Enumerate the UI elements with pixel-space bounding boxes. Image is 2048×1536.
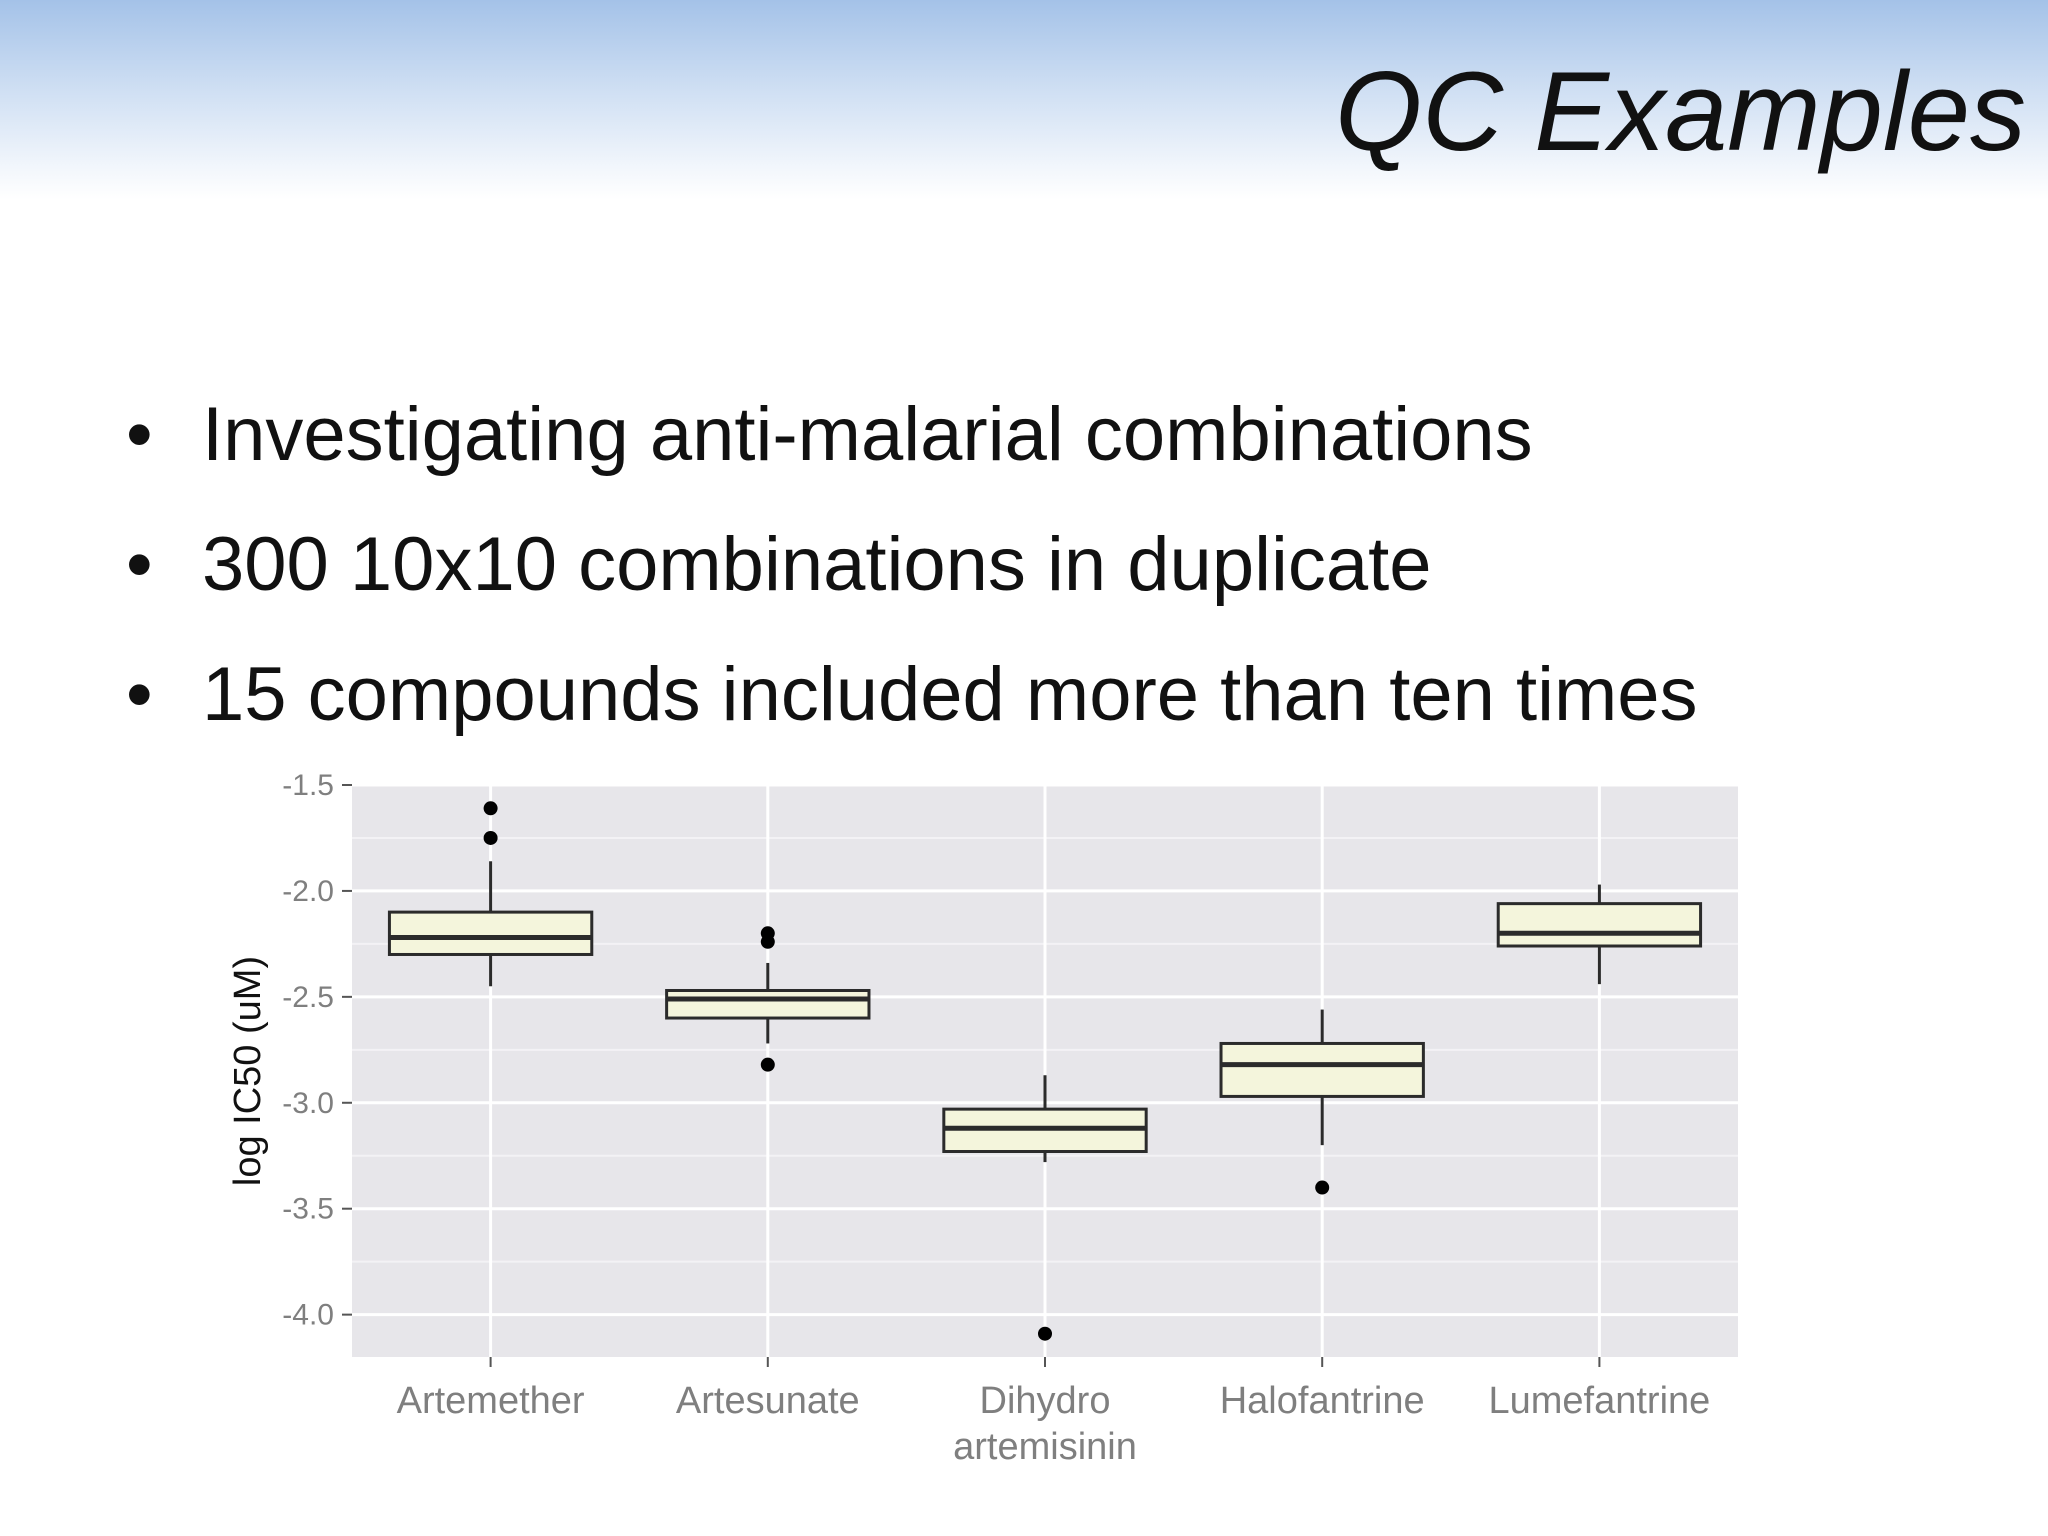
box-group	[942, 1075, 1148, 1341]
slide-title: QC Examples	[1335, 49, 2026, 174]
bullet-text: Investigating anti-malarial combinations	[202, 392, 1533, 477]
box-group	[1219, 1009, 1425, 1195]
x-tick-label: Halofantrine	[1220, 1380, 1425, 1422]
outlier-point	[1315, 1180, 1330, 1195]
y-tick-label: -3.0	[282, 1087, 334, 1120]
bullet-text: 300 10x10 combinations in duplicate	[202, 522, 1432, 607]
y-axis-label: log IC50 (uM)	[227, 956, 269, 1186]
y-tick-label: -2.5	[282, 981, 334, 1014]
x-tick-label: artemisinin	[953, 1426, 1137, 1468]
bullet-dot-icon: •	[126, 652, 153, 737]
y-tick-label: -2.0	[282, 875, 334, 908]
bullet-text: 15 compounds included more than ten time…	[202, 652, 1698, 737]
outlier-point	[760, 1057, 775, 1072]
y-tick-label: -1.5	[282, 769, 334, 802]
box-group	[1496, 884, 1703, 985]
outlier-point	[760, 934, 775, 949]
x-tick-label: Lumefantrine	[1488, 1380, 1710, 1422]
box-group	[387, 801, 594, 987]
bullet-dot-icon: •	[126, 522, 153, 607]
outlier-point	[483, 830, 498, 845]
boxplot-chart: -1.5 -2.0 -2.5 -3.0 -3.5 -4.0 log IC50 (uM) Art…	[227, 769, 1738, 1468]
x-tick-label: Dihydro	[980, 1380, 1111, 1422]
bullet-item: • Investigating anti-malarial combinatio…	[118, 370, 1698, 500]
y-tick-label: -3.5	[282, 1193, 334, 1226]
box	[665, 988, 871, 1020]
box	[387, 910, 594, 956]
box	[1496, 902, 1703, 948]
x-tick-label: Artemether	[397, 1380, 585, 1422]
title-band	[0, 0, 2048, 200]
box-group	[665, 926, 871, 1072]
bullet-item: • 15 compounds included more than ten ti…	[118, 630, 1698, 760]
x-tick-label: Artesunate	[676, 1380, 860, 1422]
bullet-list: • Investigating anti-malarial combinatio…	[118, 370, 1698, 760]
outlier-point	[483, 801, 498, 816]
box	[1219, 1041, 1425, 1098]
bullet-item: • 300 10x10 combinations in duplicate	[118, 500, 1698, 630]
y-tick-label: -4.0	[282, 1299, 334, 1332]
outlier-point	[1038, 1326, 1052, 1341]
bullet-dot-icon: •	[126, 392, 153, 477]
